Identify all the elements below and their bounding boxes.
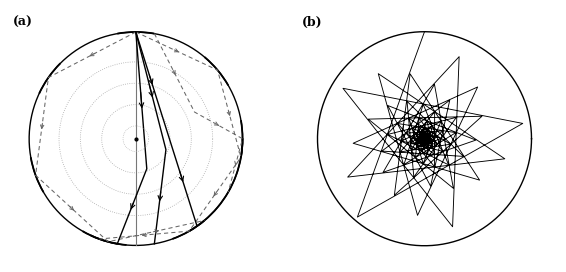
Text: (b): (b) [302, 16, 322, 29]
Text: (a): (a) [13, 16, 33, 29]
